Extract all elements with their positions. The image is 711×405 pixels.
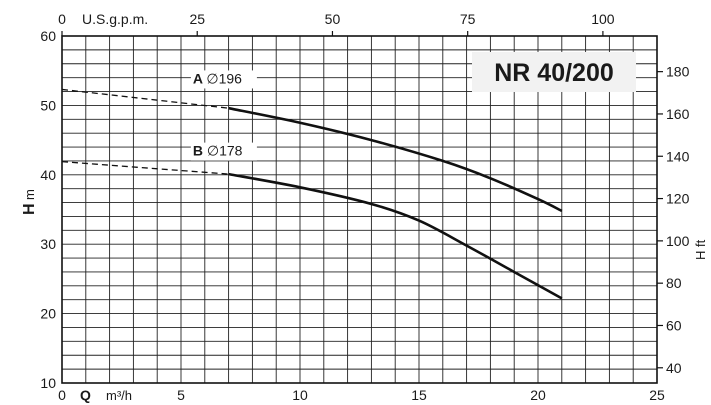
x-axis-unit: m³/h <box>106 388 132 403</box>
y-tick-label: 40 <box>40 167 56 183</box>
y-tick-label: 30 <box>40 236 56 252</box>
x-axis-label-q: Q <box>80 387 91 403</box>
curve-a <box>228 106 563 213</box>
x-tick-label: 0 <box>58 387 66 403</box>
right-tick-label: 40 <box>666 360 682 376</box>
curve-label-diameter: ∅196 <box>206 70 242 86</box>
curve-a-label: A ∅196 <box>193 70 242 86</box>
top-tick-label: 75 <box>460 11 476 27</box>
curves: A ∅196 B ∅178 <box>61 70 563 300</box>
x-tick-label: 10 <box>292 387 308 403</box>
right-tick-label: 80 <box>666 275 682 291</box>
plot-frame <box>61 35 658 384</box>
right-tick-label: 180 <box>666 64 690 80</box>
x-tick-label: 20 <box>530 387 546 403</box>
y-right-axis-label: H ft <box>693 239 708 260</box>
curve-label-letter: A <box>193 70 206 86</box>
top-tick-label: 100 <box>591 11 615 27</box>
top-tick-label: 50 <box>325 11 341 27</box>
title-box <box>472 52 636 92</box>
curve-b <box>228 172 563 300</box>
y-tick-label: 10 <box>40 375 56 391</box>
y-axis-unit: m <box>22 189 37 200</box>
right-tick-label: 120 <box>666 191 690 207</box>
x-tick-label: 5 <box>177 387 185 403</box>
y-tick-label: 60 <box>40 28 56 44</box>
y-axis-label-h: H <box>21 203 38 215</box>
top-tick-label: 25 <box>189 11 205 27</box>
curve-b-dashed <box>61 160 229 175</box>
y-tick-label: 50 <box>40 97 56 113</box>
right-tick-label: 140 <box>666 148 690 164</box>
y-tick-label: 20 <box>40 306 56 322</box>
curve-label-letter: B <box>193 143 207 159</box>
x-tick-label: 25 <box>649 387 665 403</box>
right-tick-label: 160 <box>666 106 690 122</box>
chart-title: NR 40/200 <box>494 59 614 87</box>
chart-grid <box>61 35 658 384</box>
curve-a-dashed <box>61 88 229 109</box>
x-tick-label: 15 <box>411 387 427 403</box>
curve-label-bg <box>190 142 257 161</box>
curve-label-bg <box>190 70 257 89</box>
right-tick-label: 60 <box>666 317 682 333</box>
top-axis-label: U.S.g.p.m. <box>82 11 148 27</box>
top-tick-label: 0 <box>58 11 66 27</box>
right-tick-label: 100 <box>666 233 690 249</box>
curve-label-diameter: ∅178 <box>207 143 243 159</box>
curve-b-label: B ∅178 <box>193 143 243 159</box>
